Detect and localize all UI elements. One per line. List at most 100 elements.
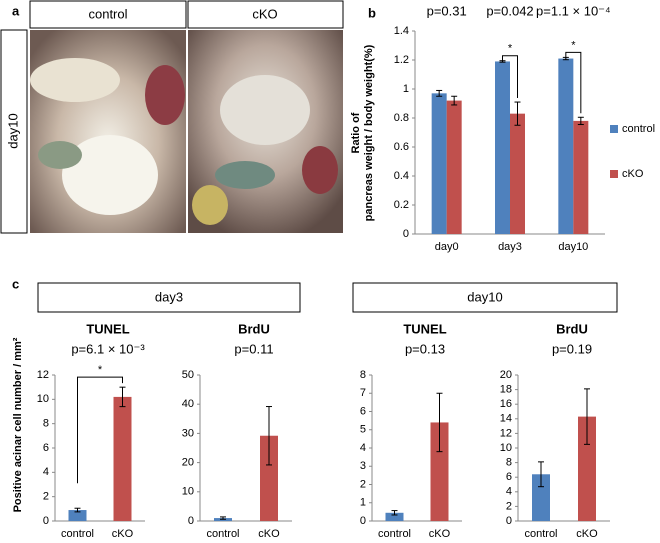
y-tick-label: 0.4 [394, 170, 409, 182]
x-tick-label: day10 [558, 241, 588, 253]
y-tick-label: 3 [360, 460, 366, 472]
x-tick-label: day0 [435, 241, 459, 253]
y-tick-label: 0.2 [394, 199, 409, 211]
y-tick-label: 2 [506, 500, 512, 512]
group-header-box [37, 282, 301, 313]
bar [68, 510, 87, 521]
x-tick-label: control [206, 528, 239, 540]
p-value: p=6.1 × 10⁻³ [71, 341, 145, 356]
p-value: p=0.11 [234, 341, 273, 356]
y-tick-label: 1 [403, 83, 409, 95]
x-tick-label: cKO [429, 528, 451, 540]
y-tick-label: 0 [43, 515, 49, 527]
y-tick-label: 6 [506, 471, 512, 483]
x-tick-label: cKO [258, 528, 280, 540]
y-tick-label: 14 [500, 413, 512, 425]
bar [578, 416, 596, 521]
y-tick-label: 8 [506, 457, 512, 469]
y-tick-label: 7 [360, 387, 366, 399]
y-tick-label: 10 [37, 393, 49, 405]
y-tick-label: 0 [360, 515, 366, 527]
bar [431, 93, 447, 234]
row-header-box [0, 29, 28, 234]
group-header-box [352, 282, 618, 313]
y-tick-label: 5 [360, 424, 366, 436]
legend-swatch [610, 125, 618, 133]
chart-title: BrdU [556, 321, 588, 336]
significance-bracket [77, 376, 123, 484]
column-header-box [29, 0, 187, 29]
bar [385, 512, 404, 521]
significance: * [98, 364, 103, 376]
y-tick-label: 1 [360, 497, 366, 509]
chart-title: TUNEL [403, 321, 446, 336]
y-axis-label: Ratio of [350, 112, 362, 153]
x-tick-label: control [378, 528, 411, 540]
y-tick-label: 10 [500, 442, 512, 454]
row-header: day10 [5, 113, 20, 148]
group-header: day10 [467, 289, 502, 304]
y-tick-label: 8 [360, 369, 366, 381]
bar [430, 422, 449, 521]
x-tick-label: cKO [576, 528, 598, 540]
bar [113, 396, 132, 521]
photo-control [30, 30, 186, 233]
y-tick-label: 2 [360, 478, 366, 490]
y-tick-label: 10 [182, 486, 194, 498]
panel-label: c [12, 276, 19, 291]
x-tick-label: day3 [498, 241, 522, 253]
column-header: control [88, 6, 127, 21]
y-tick-label: 0.8 [394, 112, 409, 124]
y-tick-label: 8 [43, 418, 49, 430]
y-tick-label: 1.4 [394, 25, 409, 37]
x-tick-label: cKO [112, 528, 134, 540]
y-tick-label: 6 [360, 405, 366, 417]
y-tick-label: 4 [43, 466, 49, 478]
p-value: p=0.13 [405, 341, 445, 356]
legend-label: control [622, 123, 655, 135]
y-tick-label: 6 [43, 442, 49, 454]
column-header-box [187, 0, 344, 29]
y-tick-label: 0.6 [394, 141, 409, 153]
significance-bracket [565, 51, 582, 114]
y-tick-label: 0 [188, 515, 194, 527]
panel-label: b [368, 5, 376, 20]
chart-title: BrdU [238, 321, 270, 336]
significance-bracket [502, 55, 518, 99]
y-tick-label: 40 [182, 398, 194, 410]
significance: * [508, 43, 513, 55]
y-tick-label: 1.2 [394, 54, 409, 66]
y-tick-label: 16 [500, 398, 512, 410]
bar [573, 120, 589, 234]
y-tick-label: 20 [500, 369, 512, 381]
y-tick-label: 4 [506, 486, 512, 498]
y-tick-label: 12 [37, 369, 49, 381]
x-tick-label: control [524, 528, 557, 540]
x-tick-label: control [61, 528, 94, 540]
bar [558, 58, 574, 234]
chart-title: TUNEL [86, 321, 129, 336]
bar [495, 61, 510, 235]
photo-cko [188, 30, 343, 233]
bar [510, 113, 525, 234]
y-axis-label: Positive acinar cell number / mm² [12, 337, 24, 512]
p-value: p=1.1 × 10⁻⁴ [536, 3, 611, 18]
y-tick-label: 30 [182, 427, 194, 439]
y-axis-label: pancreas weight / body weight(%) [363, 44, 375, 221]
y-tick-label: 4 [360, 442, 366, 454]
y-tick-label: 20 [182, 457, 194, 469]
y-tick-label: 12 [500, 427, 512, 439]
y-tick-label: 18 [500, 384, 512, 396]
group-header: day3 [155, 289, 183, 304]
significance: * [571, 39, 576, 51]
legend-swatch [610, 170, 618, 178]
column-header: cKO [252, 6, 277, 21]
bar [532, 474, 550, 521]
y-tick-label: 0 [403, 228, 409, 240]
p-value: p=0.042 [486, 3, 533, 18]
p-value: p=0.31 [427, 3, 467, 18]
y-tick-label: 2 [43, 491, 49, 503]
y-tick-label: 50 [182, 369, 194, 381]
legend-label: cKO [622, 168, 644, 180]
